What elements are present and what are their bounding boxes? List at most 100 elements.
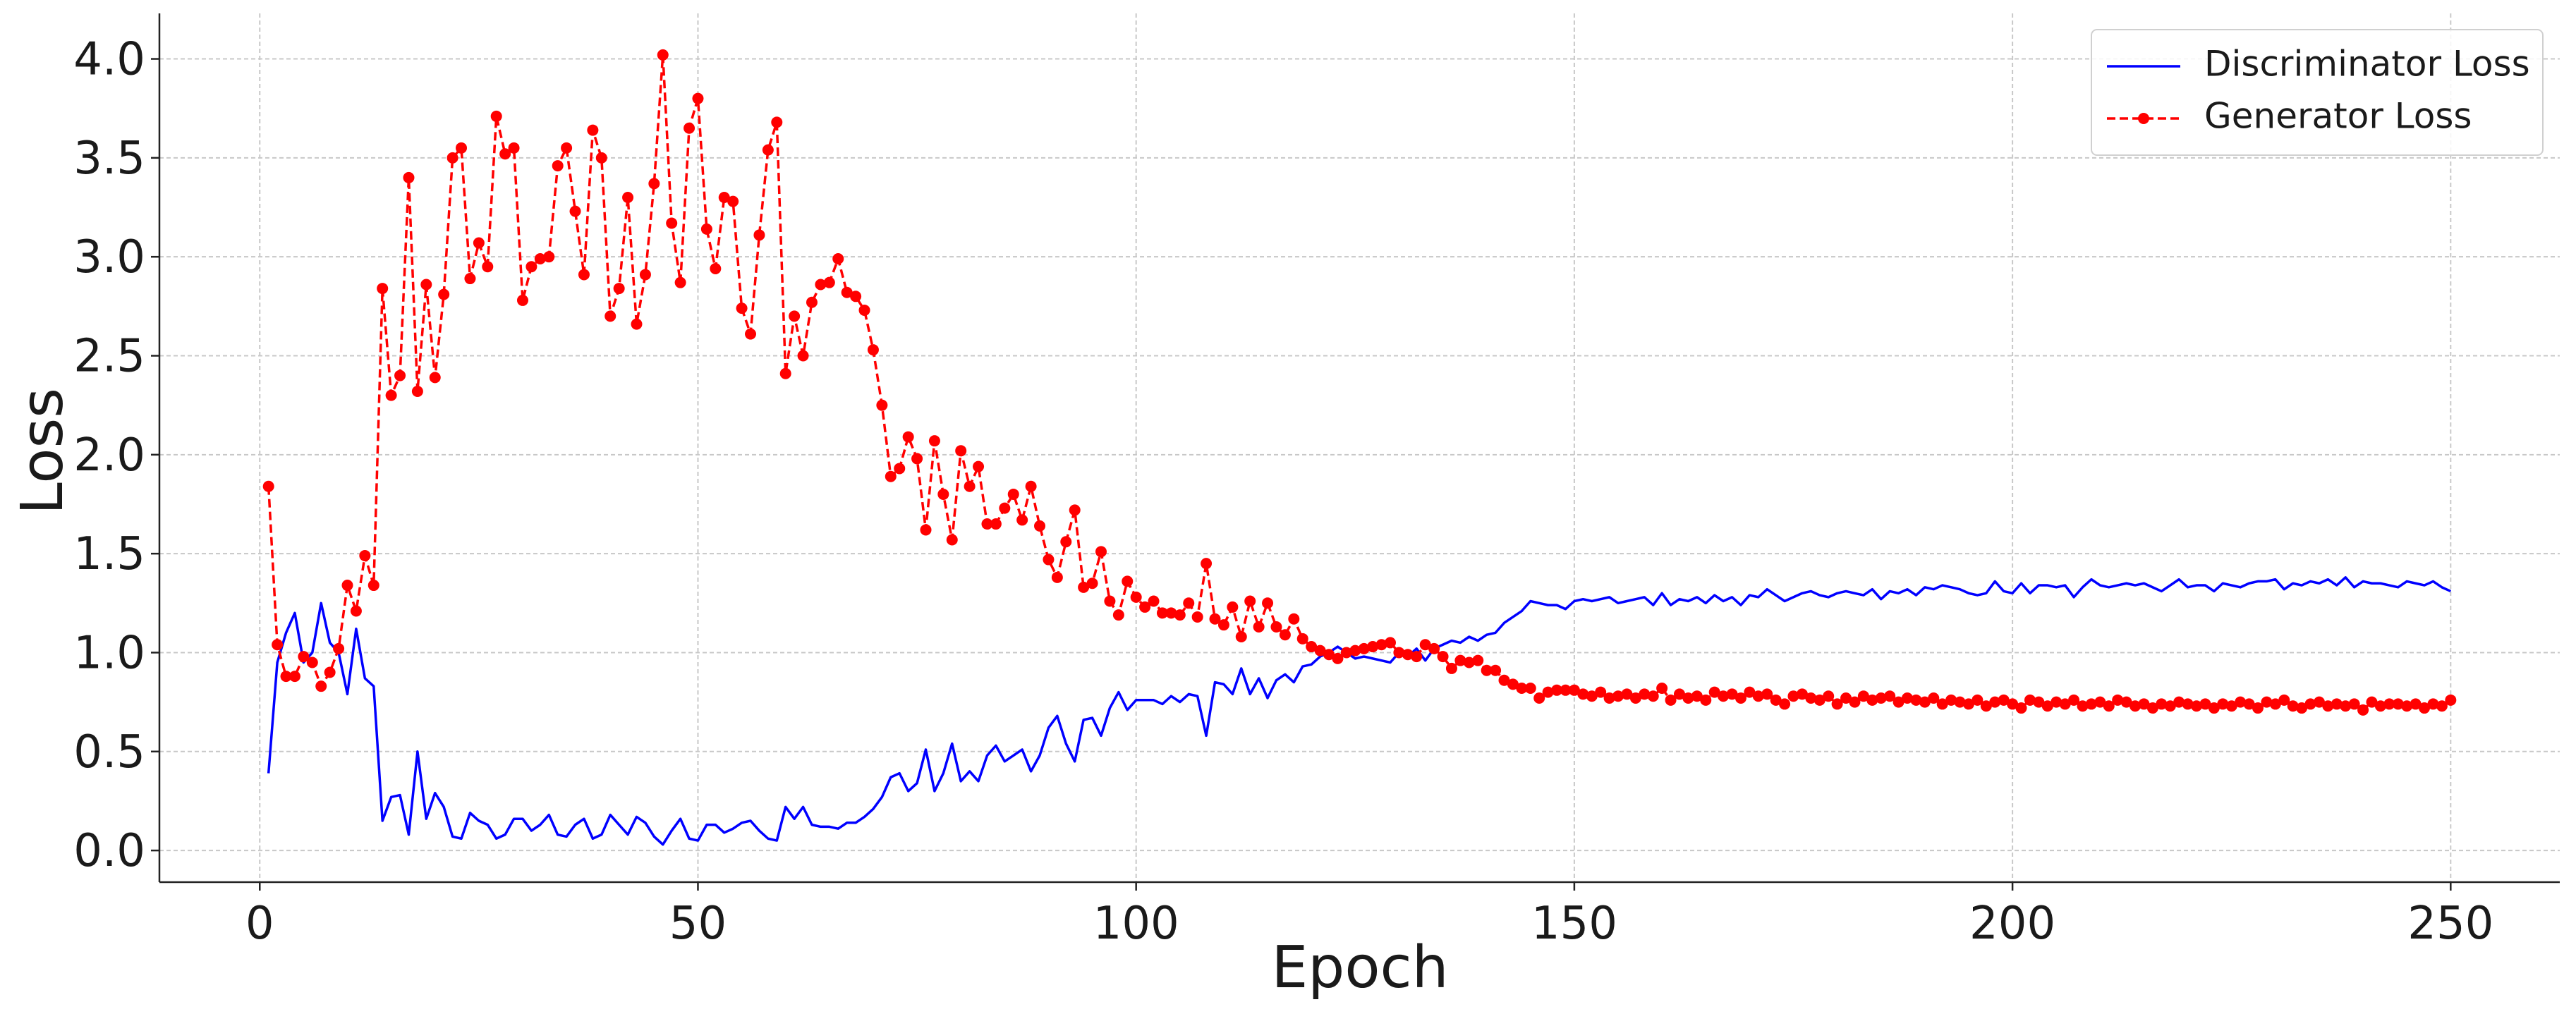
data-point [464, 273, 476, 285]
data-point [1516, 682, 1528, 694]
data-point [1209, 613, 1221, 625]
data-point [394, 369, 406, 381]
data-point [1700, 694, 1712, 706]
data-point [700, 223, 712, 235]
data-point [1296, 633, 1308, 645]
data-point [1148, 595, 1160, 607]
data-point [1787, 690, 1799, 702]
data-point [1104, 595, 1116, 607]
data-point [1744, 686, 1756, 698]
y-tick-label: 0.5 [73, 726, 145, 778]
data-point [718, 191, 730, 203]
data-point [298, 651, 310, 663]
data-point [1857, 690, 1869, 702]
y-tick-label: 1.0 [73, 627, 145, 679]
data-point [2374, 700, 2386, 712]
data-point [2173, 696, 2185, 708]
data-point [377, 283, 389, 295]
data-point [797, 350, 809, 362]
data-point [1884, 690, 1896, 702]
data-point [684, 122, 695, 134]
data-point [2410, 698, 2422, 710]
data-point [946, 534, 958, 546]
data-point [2208, 702, 2220, 714]
data-point [2156, 698, 2168, 710]
data-point [1796, 688, 1808, 700]
data-point [1928, 692, 1940, 704]
data-point [973, 460, 985, 472]
data-point [2120, 696, 2132, 708]
data-point [1849, 696, 1861, 708]
y-tick-label: 0.0 [73, 825, 145, 877]
data-point [324, 666, 336, 678]
data-point [928, 435, 940, 447]
data-point [2199, 698, 2211, 710]
x-tick-label: 50 [669, 898, 727, 950]
data-point [2340, 700, 2352, 712]
data-point [2287, 700, 2299, 712]
data-point [736, 303, 748, 314]
data-point [1227, 601, 1239, 613]
data-point [911, 453, 923, 465]
data-point [499, 148, 511, 160]
data-point [1428, 642, 1440, 654]
data-point [1201, 558, 1213, 570]
data-point [2322, 700, 2334, 712]
data-point [1253, 621, 1265, 633]
data-point [1647, 690, 1659, 702]
data-point [2313, 696, 2325, 708]
data-point [2419, 702, 2431, 714]
data-point [2024, 694, 2036, 706]
data-point [613, 283, 625, 295]
data-point [438, 288, 450, 300]
data-point [2217, 698, 2229, 710]
data-point [1656, 682, 1668, 694]
data-point [648, 178, 660, 190]
data-point [552, 160, 564, 172]
data-point [1577, 688, 1589, 700]
data-point [561, 142, 573, 154]
data-point [789, 310, 801, 322]
data-point [2235, 696, 2247, 708]
data-point [604, 310, 616, 322]
data-point [1235, 631, 1247, 643]
x-tick-label: 100 [1093, 898, 1179, 950]
data-point [1016, 514, 1028, 526]
data-point [315, 680, 327, 692]
data-point [902, 431, 914, 443]
data-point [333, 642, 345, 654]
x-tick-label: 150 [1531, 898, 1617, 950]
data-point [272, 639, 284, 651]
data-point [2252, 702, 2264, 714]
data-point [2366, 696, 2378, 708]
y-tick-label: 4.0 [73, 34, 145, 86]
data-point [1279, 629, 1291, 641]
x-tick-label: 250 [2407, 898, 2493, 950]
y-tick-label: 1.5 [73, 528, 145, 580]
legend-marker [2138, 113, 2149, 124]
data-point [1560, 684, 1572, 696]
data-point [508, 142, 520, 154]
data-point [981, 518, 993, 530]
data-point [2348, 698, 2360, 710]
y-tick-label: 3.0 [73, 231, 145, 283]
data-point [2278, 694, 2290, 706]
data-point [569, 205, 581, 217]
data-point [1069, 504, 1081, 516]
data-point [1314, 645, 1326, 656]
data-point [1112, 609, 1124, 621]
data-point [1612, 690, 1624, 702]
data-point [762, 144, 774, 156]
data-point [753, 229, 765, 241]
legend: Discriminator Loss Generator Loss [2091, 29, 2544, 156]
data-point [1621, 688, 1633, 700]
data-point [1507, 678, 1519, 690]
data-point [1078, 581, 1090, 593]
y-tick-label: 2.5 [73, 331, 145, 383]
data-point [1183, 597, 1195, 609]
data-point [1919, 696, 1931, 708]
data-point [858, 304, 870, 316]
data-point [1936, 698, 1948, 710]
data-point [1962, 698, 1974, 710]
